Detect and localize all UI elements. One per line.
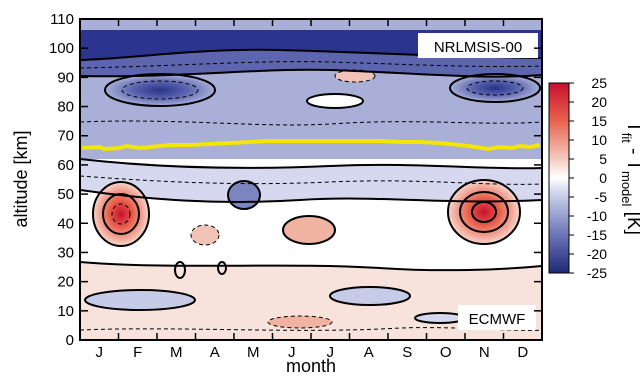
colorbar-tick-label: -15 — [587, 227, 607, 243]
colorbar-tick-label: -25 — [587, 265, 607, 281]
y-axis-label: altitude [km] — [11, 130, 31, 227]
month-label: A — [364, 344, 374, 361]
colorbar-tick-label: 25 — [591, 75, 607, 91]
lower-model-label-box: ECMWF — [458, 305, 536, 330]
month-label: A — [210, 344, 220, 361]
colorbar-tick-label: 10 — [591, 132, 607, 148]
month-label: F — [133, 344, 142, 361]
y-tick-label: 40 — [57, 215, 74, 232]
month-label: J — [288, 344, 296, 361]
colorbar-tick-label: -5 — [595, 189, 608, 205]
colorbar-tick-label: -20 — [587, 246, 607, 262]
colorbar — [548, 82, 570, 274]
colorbar-tick-label: 15 — [591, 113, 607, 129]
colorbar-tick-label: 5 — [599, 151, 607, 167]
y-tick-label: 110 — [50, 11, 74, 28]
y-tick-label: 80 — [57, 99, 74, 116]
temperature-difference-field — [80, 19, 542, 340]
colorbar-label: Tfit - Tmodel [K] — [619, 121, 640, 235]
month-label: D — [517, 344, 528, 361]
colorbar-tick-label: 0 — [599, 170, 607, 186]
upper-model-label: NRLMSIS-00 — [434, 39, 522, 56]
y-tick-label: 30 — [57, 244, 74, 261]
y-tick-label: 100 — [49, 40, 74, 57]
y-tick-label: 60 — [57, 157, 74, 174]
y-tick-label: 90 — [57, 69, 74, 86]
boundary-line — [81, 139, 541, 152]
lower-model-label: ECMWF — [469, 311, 526, 328]
x-axis-label: month — [286, 356, 336, 376]
month-label: N — [479, 344, 490, 361]
y-tick-label: 0 — [66, 332, 74, 349]
month-label: J — [96, 344, 104, 361]
month-label: J — [327, 344, 335, 361]
colorbar-tick-label: -10 — [587, 208, 607, 224]
y-axis: 0 10 20 30 40 50 60 70 80 90 100 110 — [49, 11, 542, 349]
month-label: M — [247, 344, 260, 361]
y-tick-label: 50 — [57, 186, 74, 203]
y-tick-label: 70 — [57, 128, 74, 145]
y-tick-label: 20 — [57, 274, 74, 291]
month-label: M — [170, 344, 183, 361]
y-tick-label: 10 — [57, 303, 74, 320]
colorbar-ticks: 25 20 15 10 5 0 -5 -10 -15 -20 -25 — [569, 75, 607, 281]
colorbar-tick-label: 20 — [591, 94, 607, 110]
month-label: O — [440, 344, 452, 361]
month-label: S — [402, 344, 412, 361]
upper-model-label-box: NRLMSIS-00 — [418, 33, 538, 58]
